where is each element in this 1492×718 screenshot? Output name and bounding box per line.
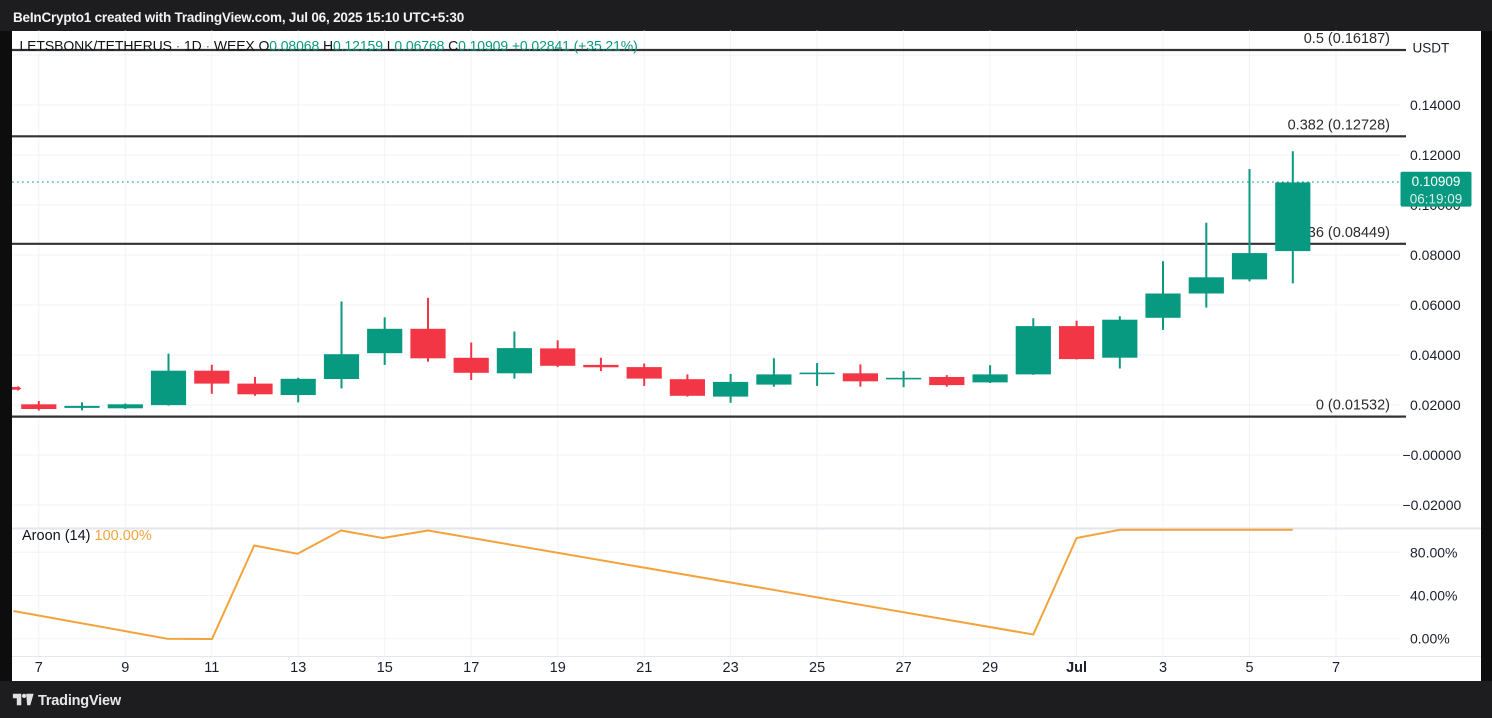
svg-text:Jul: Jul <box>1066 660 1087 676</box>
svg-text:80.00%: 80.00% <box>1410 544 1457 560</box>
svg-text:19: 19 <box>550 660 566 676</box>
svg-text:−0.02000: −0.02000 <box>1403 497 1462 513</box>
svg-text:0.12000: 0.12000 <box>1410 147 1461 163</box>
svg-text:0.02000: 0.02000 <box>1410 397 1461 413</box>
svg-text:40.00%: 40.00% <box>1410 588 1457 604</box>
svg-text:0.08000: 0.08000 <box>1410 247 1461 263</box>
svg-text:LETSBONK/TETHERUS · 1D · WEEX: LETSBONK/TETHERUS · 1D · WEEX O0.08068 H… <box>20 37 638 53</box>
svg-text:0.236 (0.08449): 0.236 (0.08449) <box>1288 225 1390 241</box>
svg-text:0.06000: 0.06000 <box>1410 297 1461 313</box>
svg-text:0 (0.01532): 0 (0.01532) <box>1316 398 1390 414</box>
svg-text:7: 7 <box>1332 660 1340 676</box>
svg-text:27: 27 <box>896 660 912 676</box>
svg-text:0.14000: 0.14000 <box>1410 97 1461 113</box>
svg-text:9: 9 <box>121 660 129 676</box>
svg-text:17: 17 <box>463 660 479 676</box>
svg-text:0.04000: 0.04000 <box>1410 347 1461 363</box>
svg-text:USDT: USDT <box>1413 41 1450 56</box>
svg-text:15: 15 <box>377 660 393 676</box>
svg-text:0.00%: 0.00% <box>1410 631 1450 647</box>
svg-text:−0.00000: −0.00000 <box>1403 447 1462 463</box>
svg-text:7: 7 <box>35 660 43 676</box>
svg-text:Aroon (14) 100.00%: Aroon (14) 100.00% <box>22 528 152 544</box>
svg-text:0.5 (0.16187): 0.5 (0.16187) <box>1304 31 1390 47</box>
svg-text:29: 29 <box>982 660 998 676</box>
svg-text:21: 21 <box>636 660 652 676</box>
svg-text:23: 23 <box>723 660 739 676</box>
svg-text:11: 11 <box>204 660 219 676</box>
svg-text:5: 5 <box>1245 660 1253 676</box>
svg-text:06:19:09: 06:19:09 <box>1410 191 1463 206</box>
svg-text:0.382 (0.12728): 0.382 (0.12728) <box>1288 117 1390 133</box>
svg-text:3: 3 <box>1159 660 1167 676</box>
svg-text:13: 13 <box>290 660 306 676</box>
svg-text:25: 25 <box>809 660 825 676</box>
svg-text:TradingView: TradingView <box>38 693 122 709</box>
svg-text:0.10909: 0.10909 <box>1412 174 1461 189</box>
